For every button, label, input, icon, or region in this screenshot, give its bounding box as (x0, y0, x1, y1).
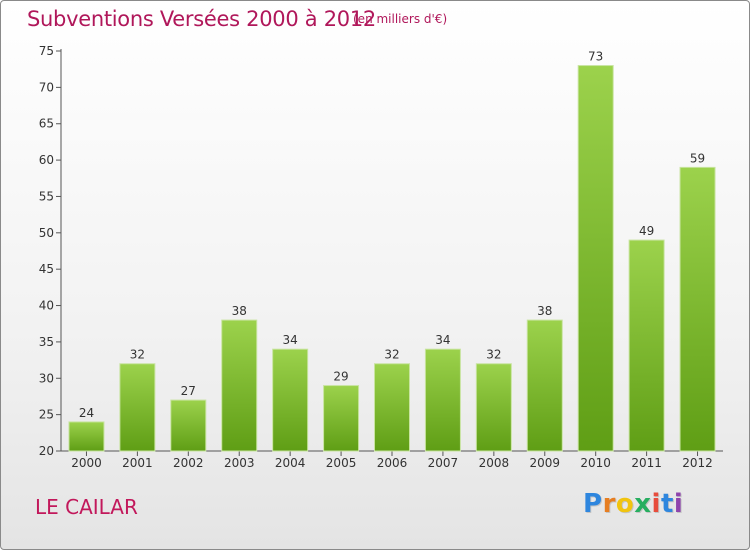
y-tick-label: 60 (39, 153, 54, 167)
bar-2001 (119, 363, 156, 452)
logo-letter: P (583, 489, 603, 519)
bar-2010 (577, 65, 614, 452)
data-label: 34 (435, 333, 450, 347)
chart-title: Subventions Versées 2000 à 2012 (27, 7, 376, 31)
proxiti-logo[interactable]: Proxiti (583, 489, 683, 519)
y-tick-label: 45 (39, 262, 54, 276)
data-label: 73 (588, 50, 603, 64)
bar-2000 (68, 421, 105, 452)
x-tick-label: 2001 (122, 456, 153, 470)
x-tick-label: 2004 (275, 456, 306, 470)
chart-subtitle: (en milliers d'€) (353, 12, 448, 26)
y-tick-label: 30 (39, 371, 54, 385)
data-label: 34 (283, 333, 298, 347)
logo-letter: x (634, 489, 652, 519)
x-tick-label: 2005 (326, 456, 357, 470)
bars (68, 65, 716, 452)
data-label: 32 (486, 348, 501, 362)
x-tick-label: 2006 (377, 456, 408, 470)
x-tick-label: 2009 (529, 456, 560, 470)
axes: 20 25 30 35 40 45 50 55 60 65 70 75 2000 2001 2002 2003… (39, 44, 723, 470)
y-tick-label: 35 (39, 335, 54, 349)
data-label: 32 (130, 348, 145, 362)
x-tick-label: 2010 (580, 456, 611, 470)
x-tick-label: 2003 (224, 456, 255, 470)
data-labels: 24 32 27 38 34 29 32 34 32 38 73 49 59 (79, 50, 705, 420)
data-label: 49 (639, 224, 654, 238)
bar-2003 (221, 319, 258, 452)
logo-letter: i (673, 489, 684, 519)
x-tick-label: 2000 (71, 456, 102, 470)
data-label: 38 (537, 304, 552, 318)
bar-2008 (475, 363, 512, 452)
x-tick-label: 2008 (479, 456, 510, 470)
bar-2004 (272, 348, 309, 452)
y-tick-label: 55 (39, 189, 54, 203)
y-tick-label: 40 (39, 299, 54, 313)
y-tick-label: 50 (39, 226, 54, 240)
x-tick-label: 2012 (682, 456, 713, 470)
logo-letter: i (651, 489, 661, 519)
data-label: 27 (181, 384, 196, 398)
logo-letter: t (660, 489, 674, 519)
x-tick-label: 2007 (428, 456, 459, 470)
commune-name: LE CAILAR (35, 495, 138, 519)
bar-2007 (424, 348, 461, 452)
bar-2012 (679, 166, 716, 452)
bar-2011 (628, 239, 665, 452)
x-tick-label: 2002 (173, 456, 204, 470)
data-label: 38 (232, 304, 247, 318)
bar-2006 (374, 363, 410, 452)
y-tick-label: 75 (39, 44, 54, 58)
bar-2005 (323, 385, 360, 452)
y-tick-label: 70 (39, 80, 54, 94)
bar-2002 (170, 399, 207, 452)
data-label: 59 (690, 151, 705, 165)
y-tick-label: 20 (39, 444, 54, 458)
logo-letter: o (615, 489, 635, 519)
x-tick-label: 2011 (631, 456, 662, 470)
y-tick-label: 25 (39, 408, 54, 422)
data-label: 32 (384, 348, 399, 362)
y-tick-label: 65 (39, 117, 54, 131)
data-label: 24 (79, 406, 94, 420)
logo-letter: r (602, 489, 616, 519)
bar-2009 (526, 319, 563, 452)
data-label: 29 (333, 370, 348, 384)
